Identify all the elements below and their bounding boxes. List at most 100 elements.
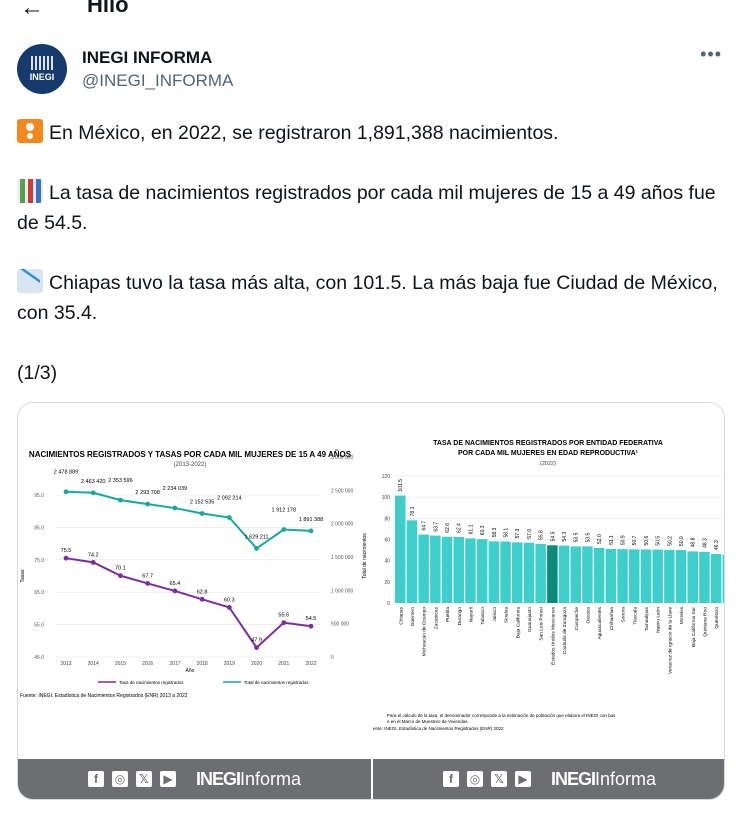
- category-label: San Luis Potosí: [539, 606, 545, 640]
- data-point: [118, 497, 123, 503]
- x-tick-label: 2015: [115, 661, 126, 667]
- x-tick-label: 2016: [142, 661, 153, 667]
- data-label: 48.8: [691, 537, 697, 547]
- data-label: 55.8: [539, 530, 545, 540]
- data-point: [145, 581, 151, 586]
- chart-title-line2: POR CADA MIL MUJERES EN EDAD REPRODUCTIV…: [458, 450, 639, 457]
- category-label: Estados Unidos Mexicanos: [550, 606, 556, 664]
- avatar-label: INEGI: [29, 72, 55, 82]
- category-label: Veracruz de Ignacio de la Llave: [667, 607, 673, 674]
- tweet-media: NACIMIENTOS REGISTRADOS Y TASAS POR CADA…: [17, 402, 725, 800]
- data-point: [226, 515, 232, 520]
- category-label: Campeche: [574, 607, 580, 631]
- inegi-informa-logo: INEGIInforma: [550, 768, 657, 789]
- data-label: 2 092 214: [217, 496, 241, 502]
- category-label: Coahuila de Zaragoza: [562, 607, 568, 655]
- data-label: 50.6: [644, 535, 650, 545]
- x-tick-label: 2018: [197, 661, 208, 667]
- data-label: 53.5: [574, 532, 580, 542]
- data-label: 2 353 596: [108, 478, 132, 484]
- y2-tick-label: 3 000 000: [331, 455, 353, 461]
- youtube-icon: ▶: [514, 771, 531, 787]
- x-axis-label: Año: [186, 668, 195, 674]
- data-point: [118, 573, 123, 579]
- category-label: Baja California: [515, 607, 521, 639]
- category-label: Nayarit: [468, 606, 474, 622]
- display-name[interactable]: INEGI INFORMA: [82, 47, 213, 67]
- category-label: Nuevo León: [656, 607, 662, 633]
- data-point: [199, 596, 205, 602]
- data-point: [199, 511, 205, 516]
- bar: [664, 549, 675, 603]
- data-label: 54.5: [306, 616, 317, 622]
- y-tick-label: 20: [384, 580, 390, 586]
- bar: [418, 534, 429, 603]
- bar: [710, 553, 722, 603]
- category-label: Aguascalientes: [597, 606, 603, 639]
- category-label: Tlaxcala: [632, 607, 638, 625]
- category-label: Sonora: [621, 607, 627, 623]
- category-label: Guerrero: [410, 607, 416, 627]
- media-image-line-chart[interactable]: NACIMIENTOS REGISTRADOS Y TASAS POR CADA…: [18, 403, 371, 799]
- bar: [395, 495, 406, 603]
- data-label: 51.1: [609, 535, 615, 545]
- youtube-icon: ▶: [159, 771, 176, 787]
- bar: [558, 545, 570, 603]
- user-handle[interactable]: @INEGI_INFORMA: [82, 70, 234, 90]
- series-line: [65, 557, 312, 650]
- bar: [593, 547, 605, 603]
- data-label: 53.5: [585, 532, 591, 542]
- category-label: Michoacán de Ocampo: [422, 607, 428, 657]
- data-point: [281, 527, 287, 532]
- y-tick-label: 95.0: [34, 493, 44, 499]
- data-label: 54.3: [562, 532, 568, 542]
- y-tick-label: 100: [382, 495, 391, 501]
- image-footer: f ◎ 𝕏 ▶ INEGIInforma: [373, 759, 724, 799]
- category-label: Puebla: [445, 607, 451, 622]
- x-tick-label: 2019: [224, 661, 235, 667]
- tweet-paragraph: En México, en 2022, se registraron 1,891…: [17, 118, 727, 148]
- data-point: [90, 559, 96, 565]
- data-label: 50.9: [621, 535, 627, 545]
- x-tick-label: 2022: [305, 661, 316, 667]
- data-label: 2 478 889: [54, 470, 78, 476]
- data-label: 61.1: [468, 524, 474, 534]
- y2-tick-label: 2 500 000: [331, 488, 353, 494]
- data-label: 47.9: [251, 638, 262, 644]
- top-bar: ← Hilo: [0, 0, 742, 28]
- tweet-author: INEGI INEGI INFORMA @INEGI_INFORMA: [17, 44, 233, 94]
- bar: [605, 548, 617, 603]
- data-label: 52.0: [597, 534, 603, 544]
- category-label: Querétaro: [714, 607, 720, 629]
- arrow-left-icon[interactable]: ←: [20, 0, 44, 21]
- media-image-bar-chart[interactable]: TASA DE NACIMIENTOS REGISTRADOS POR ENTI…: [373, 403, 724, 799]
- bar: [512, 542, 523, 603]
- data-label: 50.2: [667, 536, 673, 546]
- instagram-icon: ◎: [466, 771, 483, 787]
- data-point: [90, 490, 96, 496]
- data-label: 2 234 039: [163, 486, 187, 492]
- category-label: Chihuahua: [609, 607, 615, 631]
- data-point: [172, 588, 178, 594]
- bar: [547, 545, 558, 603]
- avatar[interactable]: INEGI: [17, 44, 67, 94]
- bar: [640, 549, 652, 603]
- data-label: 50.7: [632, 535, 638, 545]
- y-axis-label: Tasas: [20, 569, 26, 583]
- bar: [535, 543, 546, 603]
- data-label: 78.1: [410, 506, 416, 516]
- more-horizontal-icon[interactable]: •••: [700, 44, 722, 64]
- line-chart: NACIMIENTOS REGISTRADOS Y TASAS POR CADA…: [20, 450, 368, 699]
- inegi-logo-icon: [31, 56, 53, 70]
- data-label: 62.8: [197, 589, 208, 595]
- legend-label: Tasa de nacimientos registrados: [119, 680, 184, 685]
- thread-counter: (1/3): [17, 362, 58, 384]
- data-label: 75.5: [61, 548, 72, 554]
- y2-tick-label: 1 000 000: [331, 588, 353, 594]
- data-point: [226, 605, 232, 610]
- y-tick-label: 65.0: [34, 590, 44, 596]
- data-label: 50.0: [679, 536, 685, 546]
- data-label: 101.5: [398, 479, 404, 492]
- y-tick-label: 85.0: [34, 525, 44, 531]
- chart-decreasing-icon: [17, 269, 43, 293]
